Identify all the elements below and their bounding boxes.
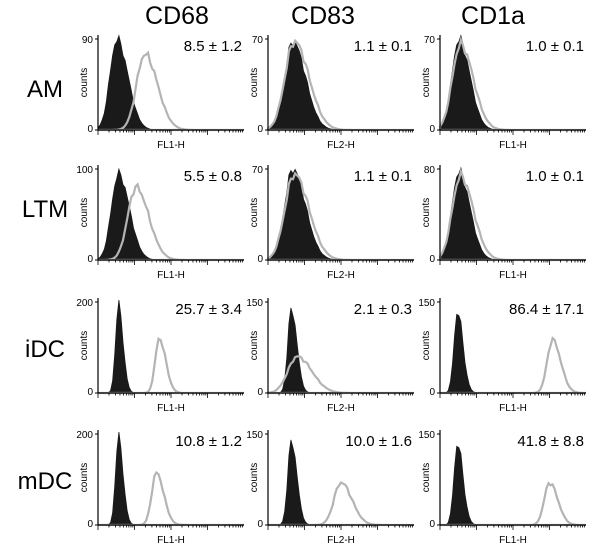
- histogram-panel-ltm-cd1a: 80 0 counts FL1-H 1.0 ± 0.1: [421, 165, 586, 281]
- y-tick-label-max: 90: [82, 35, 94, 46]
- x-axis-label: FL1-H: [499, 270, 527, 281]
- y-axis-label: counts: [249, 198, 260, 227]
- isotype-histogram: [267, 41, 414, 131]
- y-tick-label-max: 80: [424, 165, 436, 176]
- y-tick-label-min: 0: [87, 254, 93, 265]
- mfi-annotation: 1.0 ± 0.1: [526, 168, 584, 185]
- y-tick-label-max: 150: [246, 430, 263, 441]
- histogram-panel-ltm-cd83: 70 0 counts FL2-H 1.1 ± 0.1: [249, 165, 414, 281]
- y-tick-label-max: 150: [418, 430, 435, 441]
- row-title-mdc: mDC: [17, 468, 73, 495]
- mfi-annotation: 1.0 ± 0.1: [526, 38, 584, 55]
- x-axis-label: FL1-H: [499, 535, 527, 546]
- y-tick-label-max: 100: [76, 165, 93, 176]
- histogram-panel-am-cd68: 90 0 counts FL1-H 8.5 ± 1.2: [79, 34, 244, 151]
- mfi-annotation: 10.8 ± 1.2: [175, 433, 242, 450]
- column-title-cd83: CD83: [291, 2, 355, 30]
- mfi-annotation: 1.1 ± 0.1: [354, 168, 412, 185]
- y-axis-label: counts: [249, 463, 260, 492]
- x-axis-label: FL2-H: [327, 535, 355, 546]
- x-axis-label: FL1-H: [157, 140, 185, 151]
- mfi-annotation: 86.4 ± 17.1: [509, 301, 584, 318]
- y-axis-label: counts: [79, 331, 90, 360]
- histogram-panel-idc-cd68: 200 0 counts FL1-H 25.7 ± 3.4: [76, 298, 244, 414]
- y-axis-label: counts: [79, 198, 90, 227]
- x-axis-label: FL1-H: [499, 403, 527, 414]
- histogram-panel-idc-cd1a: 150 0 counts FL1-H 86.4 ± 17.1: [418, 298, 586, 414]
- y-axis-label: counts: [79, 463, 90, 492]
- mfi-annotation: 8.5 ± 1.2: [184, 38, 242, 55]
- y-tick-label-min: 0: [429, 124, 435, 135]
- y-axis-label: counts: [79, 68, 90, 97]
- histogram-panel-mdc-cd1a: 150 0 counts FL1-H 41.8 ± 8.8: [418, 430, 586, 546]
- y-tick-label-min: 0: [257, 254, 263, 265]
- x-axis-label: FL1-H: [157, 403, 185, 414]
- y-tick-label-min: 0: [429, 387, 435, 398]
- x-axis-label: FL2-H: [327, 270, 355, 281]
- histogram-panel-am-cd83: 70 0 counts FL2-H 1.1 ± 0.1: [249, 35, 414, 151]
- y-tick-label-max: 200: [76, 298, 93, 309]
- x-axis-label: FL2-H: [327, 403, 355, 414]
- y-axis-label: counts: [421, 198, 432, 227]
- histogram-panel-ltm-cd68: 100 0 counts FL1-H 5.5 ± 0.8: [76, 165, 244, 281]
- y-tick-label-max: 150: [246, 298, 263, 309]
- y-axis-label: counts: [421, 331, 432, 360]
- mfi-annotation: 41.8 ± 8.8: [517, 433, 584, 450]
- histogram-panel-mdc-cd83: 150 0 counts FL2-H 10.0 ± 1.6: [246, 430, 414, 546]
- y-tick-label-max: 70: [424, 35, 436, 46]
- y-tick-label-min: 0: [257, 519, 263, 530]
- y-axis-label: counts: [421, 68, 432, 97]
- x-axis-label: FL1-H: [499, 140, 527, 151]
- y-tick-label-max: 70: [252, 165, 264, 176]
- column-title-cd68: CD68: [145, 2, 209, 30]
- x-axis-label: FL2-H: [327, 140, 355, 151]
- row-title-ltm: LTM: [21, 196, 69, 223]
- y-tick-label-min: 0: [87, 387, 93, 398]
- y-tick-label-min: 0: [87, 124, 93, 135]
- histogram-panel-idc-cd83: 150 0 counts FL2-H 2.1 ± 0.3: [246, 298, 414, 414]
- mfi-annotation: 25.7 ± 3.4: [175, 301, 242, 318]
- isotype-histogram: [268, 307, 414, 394]
- row-title-idc: iDC: [25, 336, 65, 363]
- isotype-histogram: [440, 445, 586, 526]
- histogram-panel-mdc-cd68: 200 0 counts FL1-H 10.8 ± 1.2: [76, 430, 244, 546]
- y-axis-label: counts: [421, 463, 432, 492]
- y-axis-label: counts: [249, 68, 260, 97]
- y-tick-label-min: 0: [429, 519, 435, 530]
- column-title-cd1a: CD1a: [461, 2, 525, 30]
- y-tick-label-min: 0: [87, 519, 93, 530]
- y-tick-label-min: 0: [257, 124, 263, 135]
- histogram-panel-am-cd1a: 70 0 counts FL1-H 1.0 ± 0.1: [421, 34, 586, 151]
- mfi-annotation: 1.1 ± 0.1: [354, 38, 412, 55]
- y-tick-label-max: 200: [76, 430, 93, 441]
- mfi-annotation: 5.5 ± 0.8: [184, 168, 242, 185]
- y-tick-label-min: 0: [257, 387, 263, 398]
- isotype-histogram: [440, 313, 586, 394]
- x-axis-label: FL1-H: [157, 270, 185, 281]
- mfi-annotation: 10.0 ± 1.6: [345, 433, 412, 450]
- row-title-am: AM: [27, 76, 63, 103]
- mfi-annotation: 2.1 ± 0.3: [354, 301, 412, 318]
- x-axis-label: FL1-H: [157, 535, 185, 546]
- y-axis-label: counts: [249, 331, 260, 360]
- y-tick-label-min: 0: [429, 254, 435, 265]
- y-tick-label-max: 150: [418, 298, 435, 309]
- y-tick-label-max: 70: [252, 35, 264, 46]
